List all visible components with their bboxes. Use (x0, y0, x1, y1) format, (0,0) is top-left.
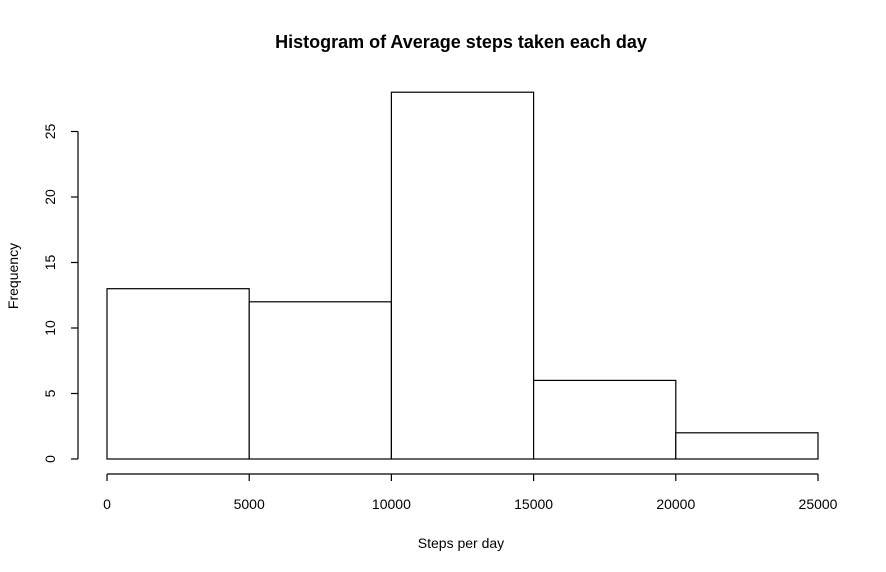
y-axis: 0 5 10 15 20 25 (42, 124, 79, 463)
x-tick-label-4: 20000 (656, 496, 695, 512)
y-axis-label: Frequency (5, 243, 21, 309)
y-tick-label-1: 5 (42, 389, 58, 397)
x-tick-label-3: 15000 (514, 496, 553, 512)
x-axis-label: Steps per day (418, 535, 504, 551)
y-tick-label-5: 25 (42, 124, 58, 140)
histogram-bar-4 (675, 432, 819, 460)
x-tick-label-5: 25000 (799, 496, 838, 512)
histogram-bar-1 (248, 301, 392, 460)
y-tick-label-0: 0 (42, 455, 58, 463)
histogram-bar-0 (106, 288, 250, 460)
chart-title: Histogram of Average steps taken each da… (275, 32, 647, 52)
histogram-bar-3 (532, 379, 677, 460)
x-tick-label-0: 0 (103, 496, 111, 512)
bars-group (106, 91, 819, 460)
x-axis: 0 5000 10000 15000 20000 25000 (103, 473, 838, 512)
y-tick-label-3: 15 (42, 255, 58, 271)
x-tick-label-1: 5000 (234, 496, 265, 512)
x-tick-label-2: 10000 (372, 496, 411, 512)
histogram-bar-2 (390, 91, 535, 460)
y-tick-label-4: 20 (42, 189, 58, 205)
y-tick-label-2: 10 (42, 320, 58, 336)
